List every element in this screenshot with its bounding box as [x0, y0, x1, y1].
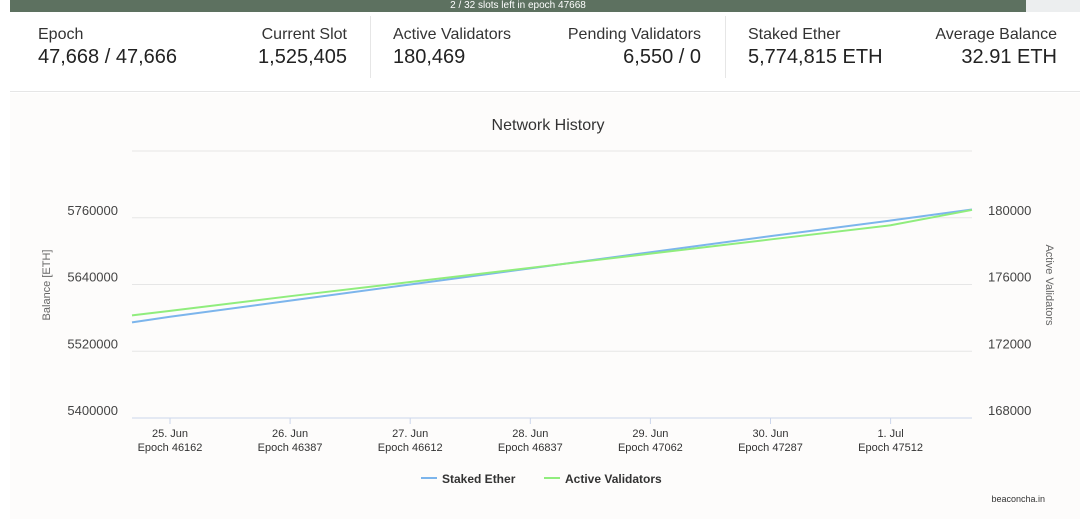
- y-tick-label: 5760000: [67, 203, 118, 218]
- epoch-progress-banner: 2 / 32 slots left in epoch 47668: [10, 0, 1026, 12]
- x-tick-epoch: Epoch 46837: [498, 442, 563, 454]
- x-tick-date: 30. Jun: [752, 428, 788, 440]
- stat-label: Average Balance: [935, 26, 1057, 43]
- y2-tick-label: 176000: [988, 270, 1031, 285]
- stat-epoch: Epoch 47,668 / 47,666: [38, 26, 177, 69]
- x-tick-epoch: Epoch 47512: [858, 442, 923, 454]
- y2-tick-label: 180000: [988, 203, 1031, 218]
- legend-staked-ether[interactable]: Staked Ether: [442, 472, 516, 486]
- stat-label: Active Validators: [393, 26, 511, 43]
- stat-staked-ether: Staked Ether 5,774,815 ETH: [748, 26, 883, 69]
- x-tick-epoch: Epoch 46162: [138, 442, 203, 454]
- x-tick-epoch: Epoch 46387: [258, 442, 323, 454]
- stat-value: 5,774,815 ETH: [748, 46, 883, 68]
- divider: [370, 16, 371, 78]
- y2-tick-label: 168000: [988, 403, 1031, 418]
- legend: Staked Ether Active Validators: [421, 472, 662, 486]
- y2-axis-label: Active Validators: [1043, 244, 1055, 326]
- x-tick-date: 1. Jul: [877, 428, 903, 440]
- stat-label: Staked Ether: [748, 26, 841, 43]
- divider: [725, 16, 726, 78]
- stat-value: 180,469: [393, 46, 466, 68]
- stat-active-validators: Active Validators 180,469: [393, 26, 511, 69]
- chart-title: Network History: [492, 117, 605, 134]
- legend-active-validators[interactable]: Active Validators: [565, 472, 662, 486]
- stat-label: Current Slot: [261, 26, 347, 43]
- network-history-chart-container: [10, 93, 1080, 519]
- y-axis-label: Balance [ETH]: [41, 250, 53, 321]
- stat-value: 47,668 / 47,666: [38, 46, 178, 68]
- y2-tick-label: 172000: [988, 336, 1031, 351]
- x-tick-date: 29. Jun: [632, 428, 668, 440]
- credit-link[interactable]: beaconcha.in: [991, 494, 1045, 504]
- y-tick-label: 5520000: [67, 336, 118, 351]
- x-tick-date: 25. Jun: [152, 428, 188, 440]
- stat-value: 6,550 / 0: [623, 46, 701, 68]
- stat-average-balance: Average Balance 32.91 ETH: [935, 26, 1057, 69]
- banner-remainder: [1026, 0, 1080, 12]
- series-line-active-validators[interactable]: [131, 208, 973, 317]
- stat-pending-validators: Pending Validators 6,550 / 0: [568, 26, 701, 69]
- stat-label: Epoch: [38, 26, 84, 43]
- x-tick-date: 28. Jun: [512, 428, 548, 440]
- x-tick-epoch: Epoch 47062: [618, 442, 683, 454]
- x-tick-date: 27. Jun: [392, 428, 428, 440]
- stat-label: Pending Validators: [567, 26, 701, 43]
- x-tick-date: 26. Jun: [272, 428, 308, 440]
- y-tick-label: 5400000: [67, 403, 118, 418]
- y-tick-label: 5640000: [67, 270, 118, 285]
- x-tick-epoch: Epoch 47287: [738, 442, 803, 454]
- stat-value: 32.91 ETH: [961, 46, 1057, 68]
- stat-current-slot: Current Slot 1,525,405: [258, 26, 347, 69]
- stat-value: 1,525,405: [258, 46, 347, 68]
- stats-panel: Epoch 47,668 / 47,666 Current Slot 1,525,4…: [10, 12, 1080, 92]
- x-tick-epoch: Epoch 46612: [378, 442, 443, 454]
